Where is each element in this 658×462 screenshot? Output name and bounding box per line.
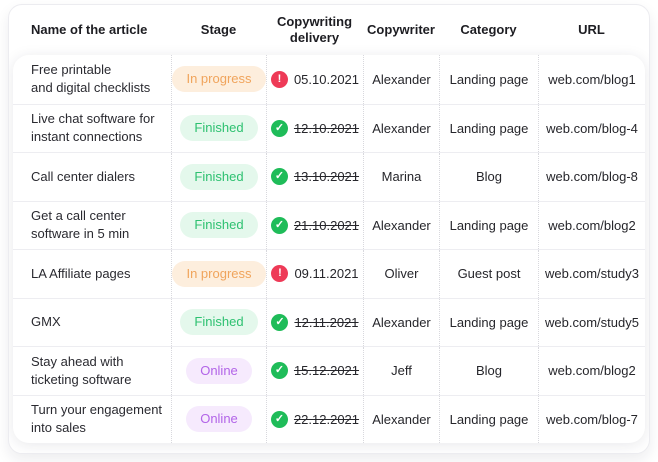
stage-cell: Finished — [171, 201, 266, 249]
delivery-cell: ✓ 21.10.2021 — [266, 201, 363, 249]
article-name-cell: Get a call center software in 5 min — [31, 208, 130, 242]
article-name-cell: GMX — [31, 314, 61, 330]
table-row[interactable]: Live chat software for instant connectio… — [13, 103, 645, 152]
column-header: Copywriting delivery — [276, 13, 353, 45]
check-circle-icon: ✓ — [270, 216, 288, 234]
delivery-date: 12.11.2021 — [294, 314, 359, 330]
table-row[interactable]: Free printable and digital checklists In… — [13, 55, 645, 104]
url-cell: web.com/study5 — [538, 298, 645, 346]
table-row[interactable]: GMX Finished ✓ 12.11.2021 Alexander Land… — [13, 297, 645, 346]
stage-cell: In progress — [171, 250, 266, 298]
stage-cell: Online — [171, 347, 266, 395]
delivery-date: 05.10.2021 — [293, 71, 360, 87]
article-name-cell: Turn your engagement into sales — [31, 402, 163, 436]
article-name-cell: Stay ahead with ticketing software — [31, 353, 132, 387]
table-row[interactable]: Stay ahead with ticketing software Onlin… — [13, 346, 645, 395]
check-circle-icon: ✓ — [270, 362, 288, 380]
article-name-cell: Live chat software for instant connectio… — [31, 111, 155, 145]
table-body: Free printable and digital checklists In… — [13, 55, 645, 443]
copywriter-cell: Alexander — [363, 201, 439, 249]
copywriter-cell: Alexander — [363, 298, 439, 346]
category-cell: Landing page — [439, 298, 538, 346]
table-row[interactable]: Turn your engagement into sales Online ✓… — [13, 394, 645, 443]
copywriter-cell: Oliver — [363, 250, 439, 298]
category-cell: Landing page — [439, 201, 538, 249]
delivery-cell: ✓ 12.10.2021 — [266, 104, 363, 152]
category-cell: Blog — [439, 347, 538, 395]
delivery-date: 09.11.2021 — [294, 266, 359, 282]
url-cell: web.com/blog1 — [538, 55, 645, 104]
stage-cell: Online — [171, 395, 266, 443]
table-row[interactable]: Call center dialers Finished ✓ 13.10.202… — [13, 152, 645, 201]
column-header: Name of the article — [31, 21, 148, 37]
url-cell: web.com/study3 — [538, 250, 645, 298]
url-cell: web.com/blog2 — [538, 201, 645, 249]
check-circle-icon: ✓ — [270, 410, 288, 428]
copywriter-cell: Alexander — [363, 395, 439, 443]
stage-cell: Finished — [171, 153, 266, 201]
stage-badge: Online — [186, 357, 252, 384]
delivery-cell: ✓ 15.12.2021 — [266, 347, 363, 395]
delivery-cell: ✓ 13.10.2021 — [266, 153, 363, 201]
column-header: Stage — [200, 21, 237, 37]
stage-badge: Finished — [180, 163, 258, 190]
category-cell: Blog — [439, 153, 538, 201]
category-cell: Guest post — [439, 250, 538, 298]
stage-cell: In progress — [171, 55, 266, 104]
content-plan-card: Name of the article Stage Copywriting de… — [8, 4, 650, 454]
check-circle-icon: ✓ — [271, 313, 289, 331]
url-cell: web.com/blog2 — [538, 347, 645, 395]
table-header: Name of the article Stage Copywriting de… — [9, 5, 649, 55]
delivery-date: 21.10.2021 — [293, 217, 360, 233]
category-cell: Landing page — [439, 104, 538, 152]
delivery-cell: ! 09.11.2021 — [266, 250, 363, 298]
article-name-cell: Call center dialers — [31, 168, 136, 184]
stage-badge: In progress — [172, 66, 266, 93]
column-header: Category — [460, 21, 517, 37]
column-header: URL — [578, 21, 605, 37]
copywriter-cell: Alexander — [363, 55, 439, 104]
copywriter-cell: Alexander — [363, 104, 439, 152]
stage-badge: Finished — [180, 212, 258, 239]
stage-badge: In progress — [172, 260, 266, 287]
table-row[interactable]: Get a call center software in 5 min Fini… — [13, 200, 645, 249]
check-circle-icon: ✓ — [270, 119, 288, 137]
delivery-date: 15.12.2021 — [293, 363, 360, 379]
stage-cell: Finished — [171, 104, 266, 152]
url-cell: web.com/blog-8 — [538, 153, 645, 201]
article-name-cell: Free printable and digital checklists — [31, 62, 151, 96]
stage-cell: Finished — [171, 298, 266, 346]
delivery-date: 12.10.2021 — [293, 120, 360, 136]
table-row[interactable]: LA Affiliate pages In progress ! 09.11.2… — [13, 249, 645, 298]
check-circle-icon: ✓ — [270, 168, 288, 186]
stage-badge: Online — [186, 406, 252, 433]
alert-circle-icon: ! — [271, 265, 289, 283]
delivery-cell: ✓ 22.12.2021 — [266, 395, 363, 443]
delivery-date: 22.12.2021 — [293, 411, 360, 427]
url-cell: web.com/blog-7 — [538, 395, 645, 443]
stage-badge: Finished — [180, 309, 258, 336]
stage-badge: Finished — [180, 115, 258, 142]
delivery-cell: ✓ 12.11.2021 — [266, 298, 363, 346]
category-cell: Landing page — [439, 395, 538, 443]
alert-circle-icon: ! — [270, 70, 288, 88]
article-name-cell: LA Affiliate pages — [31, 265, 131, 281]
delivery-date: 13.10.2021 — [293, 169, 360, 185]
delivery-cell: ! 05.10.2021 — [266, 55, 363, 104]
copywriter-cell: Jeff — [363, 347, 439, 395]
url-cell: web.com/blog-4 — [538, 104, 645, 152]
category-cell: Landing page — [439, 55, 538, 104]
column-header: Copywriter — [367, 21, 435, 37]
copywriter-cell: Marina — [363, 153, 439, 201]
